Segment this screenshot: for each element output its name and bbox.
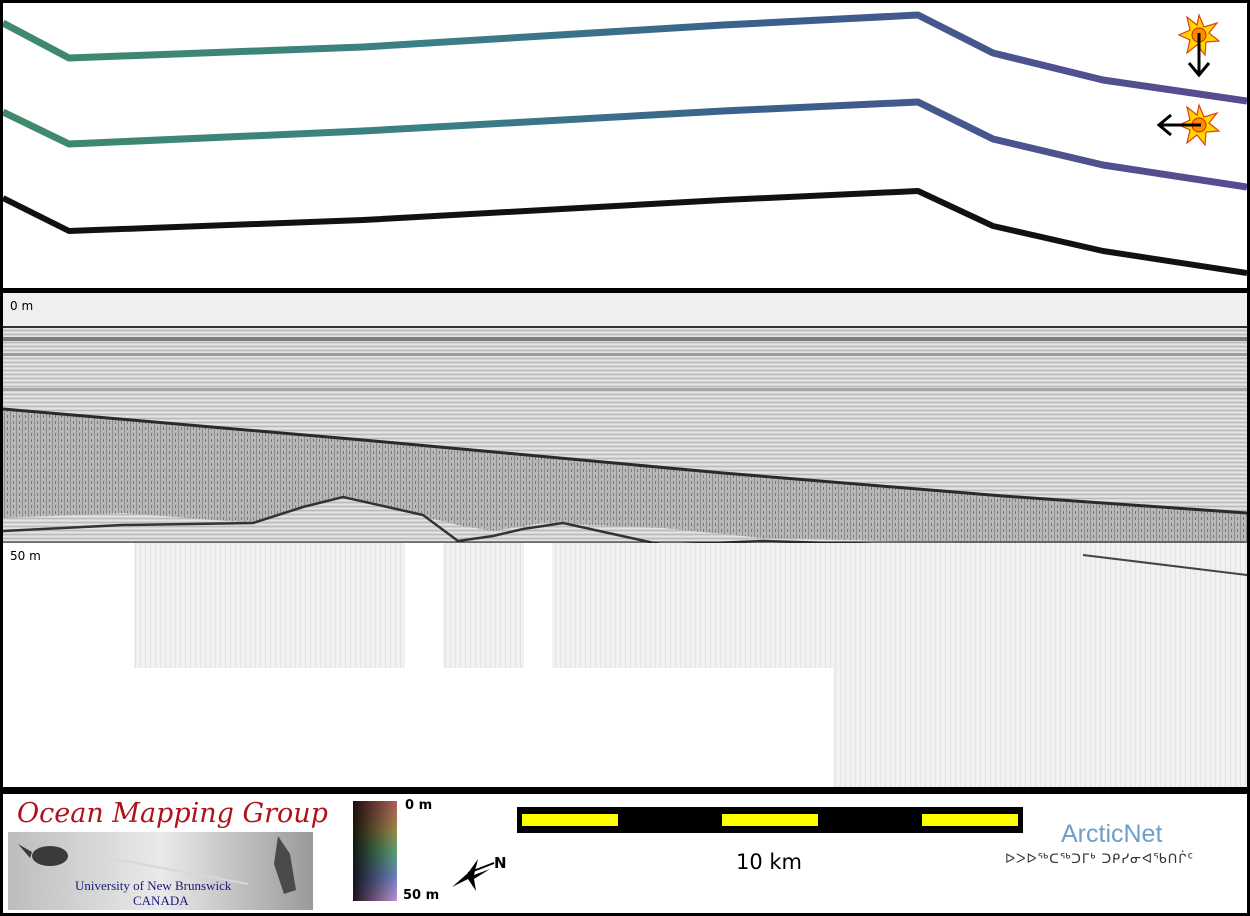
- depth-label-bottom: 50 m: [10, 549, 41, 563]
- legend-top-label: 0 m: [405, 798, 433, 813]
- arrow-left-icon: [1156, 113, 1201, 137]
- swath-track-upper: [3, 11, 1247, 105]
- depth-label-top: 0 m: [10, 299, 34, 313]
- ogp-title: Ocean Mapping Group: [17, 798, 328, 829]
- ogp-country: CANADA: [133, 893, 189, 908]
- scale-bar-segment: [722, 814, 818, 826]
- sediment-layer: [3, 409, 1247, 555]
- swath-overview-panel: [3, 3, 1247, 288]
- north-label: N: [494, 854, 507, 872]
- arcticnet-syllabics: ᐅᐳᐅᖅᑕᖅᑐᒥᒃ ᑐᑭᓯᓂᐊᖃᑎᒌᑦ: [1005, 852, 1195, 867]
- scale-bar-label: 10 km: [736, 850, 803, 874]
- seafloor-reflector: [3, 407, 1247, 515]
- subbottom-profile-panel: 0 m 50 m: [3, 293, 1247, 787]
- legend-bottom-label: 50 m: [403, 888, 440, 903]
- footer-panel: Ocean Mapping Group University of New Br…: [3, 794, 1247, 913]
- scale-bar: [517, 807, 1023, 833]
- arcticnet-logo-text: ArcticNet: [1061, 820, 1163, 848]
- arrow-down-icon: [1187, 33, 1211, 78]
- scale-bar-segment: [922, 814, 1018, 826]
- swath-track-lower: [3, 188, 1247, 276]
- swath-track-middle: [3, 98, 1247, 191]
- ogp-university: University of New Brunswick: [75, 878, 232, 893]
- profile-svg: [3, 293, 1247, 787]
- swath-tracks-svg: [3, 11, 1247, 276]
- scale-bar-segment: [522, 814, 618, 826]
